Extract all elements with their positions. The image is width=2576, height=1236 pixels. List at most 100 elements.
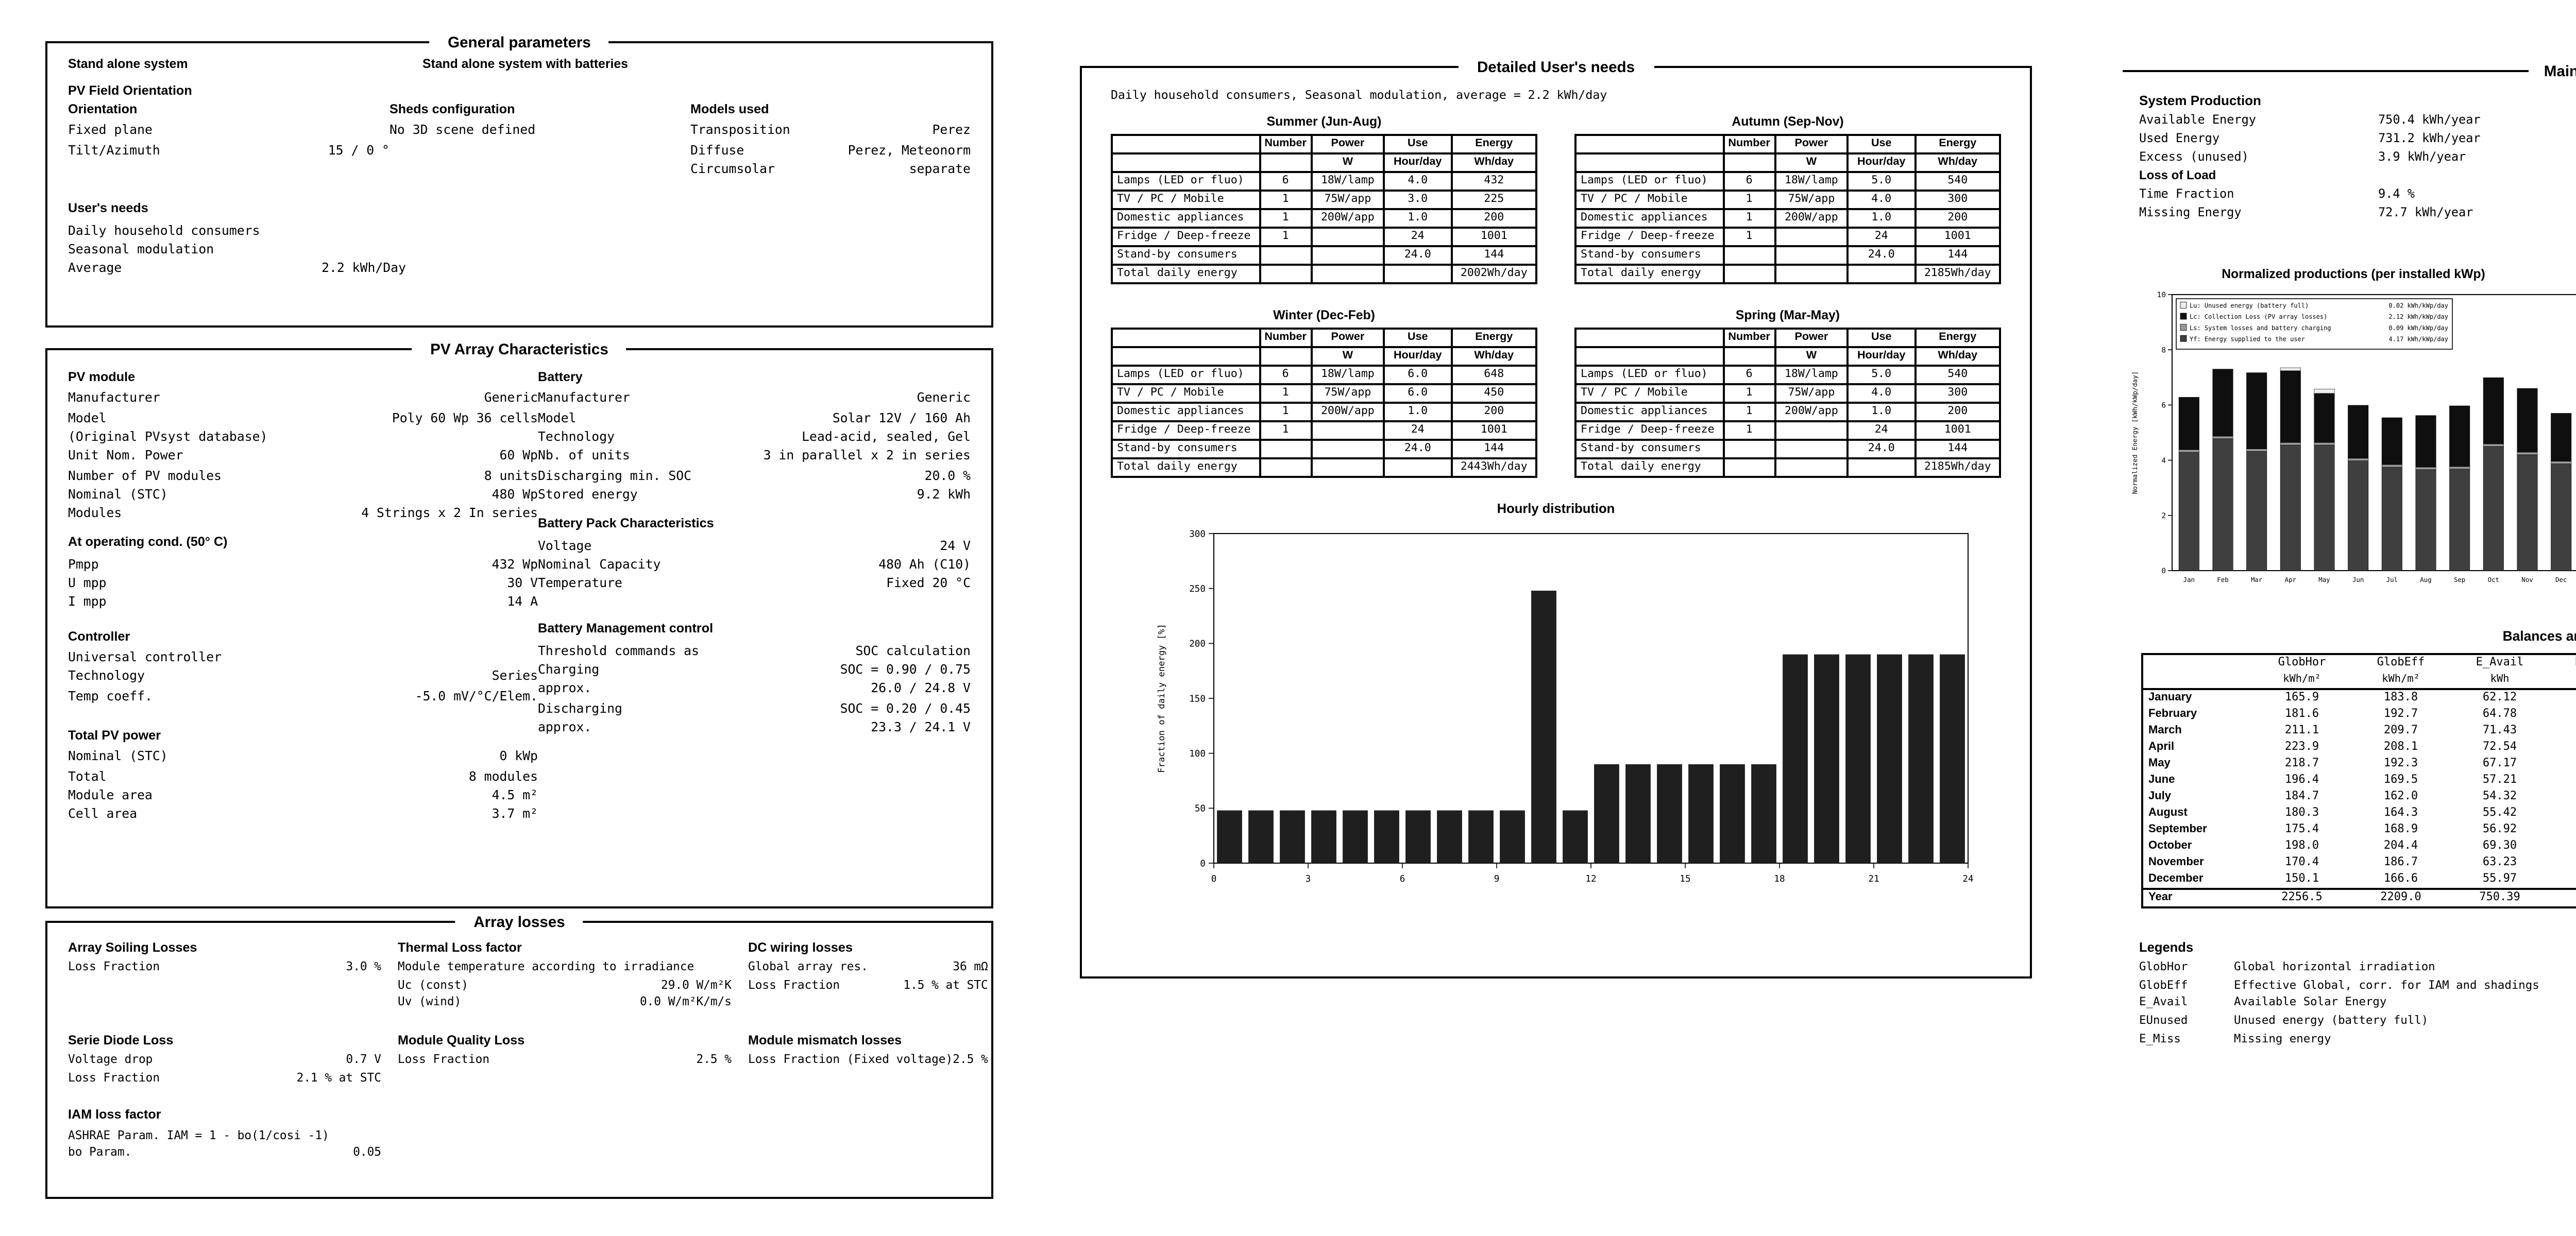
cell: 0.000 <box>2549 822 2576 838</box>
legend-description: Unused energy (battery full) <box>2234 1016 2429 1028</box>
y-tick-label: 300 <box>1189 529 1206 539</box>
row-label: May <box>2148 758 2171 771</box>
block-heading: Battery <box>538 371 583 385</box>
cell: 4.0 <box>1382 171 1453 192</box>
legend-description: Available Solar Energy <box>2234 998 2387 1010</box>
table-row: January165.9183.862.120.00011.9263.8075.… <box>2141 689 2576 707</box>
cell: 648 <box>1450 365 1538 385</box>
table-row: Total daily energy 2185Wh/day <box>1574 264 2002 284</box>
row-label: Stand-by consumers <box>1574 245 1724 266</box>
bar-segment-Ls <box>2483 443 2504 447</box>
cell <box>1846 264 1917 284</box>
panel-title-pv-array: PV Array Characteristics <box>412 340 627 359</box>
hour-bar <box>1217 810 1242 863</box>
field-row: Loss Fraction (Fixed voltage) 2.5 % <box>748 1054 988 1071</box>
month-label: Jan <box>2183 576 2195 583</box>
bar-segment-Ls <box>2517 452 2538 455</box>
field-value: 24 V <box>940 539 971 554</box>
cell: 2256.5 <box>2252 888 2351 908</box>
block-heading: DC wiring losses <box>748 941 853 956</box>
field-value: 3 in parallel x 2 in series <box>763 450 971 465</box>
cell: 1.0 <box>1382 208 1453 229</box>
table-row: June196.4169.557.210.0002.8157.2460.050.… <box>2141 772 2576 789</box>
normalized-productions-chart-container: 0 2 4 6 8 10 Normalized Energy [kWh/kWp/day] Ja… <box>2123 284 2576 606</box>
cell <box>1722 457 1776 478</box>
info-block: At operating cond. (50° C) Pmpp 432 Wp U mp… <box>68 535 538 613</box>
table-row: W Hour/day Wh/day <box>1574 152 2002 173</box>
soiling-losses-block: Array Soiling Losses Loss Fraction 3.0 % <box>68 939 381 1024</box>
table-row: July184.7162.054.320.0006.2955.7762.060.… <box>2141 789 2576 805</box>
table-row: Number Power Use Energy <box>1574 328 2002 348</box>
field-value: Generic <box>917 392 971 407</box>
cell: 450 <box>1450 383 1538 404</box>
panel-detailed-users-needs: Detailed User's needs Daily household co… <box>1080 58 2032 978</box>
y-tick-label: 100 <box>1189 749 1206 759</box>
legend-box <box>2176 298 2453 350</box>
cell: 6 <box>1722 171 1776 192</box>
season-title: Summer (Jun-Aug) <box>1266 115 1382 130</box>
row-label: Lamps (LED or fluo) <box>1111 171 1261 192</box>
row-label: Total daily energy <box>1574 264 1724 284</box>
orientation-column: Orientation Fixed plane Tilt/Azimuth 15 / 0… <box>68 101 389 190</box>
field-row: Stored energy 9.2 kWh <box>538 486 971 505</box>
row-label: August <box>2148 808 2188 820</box>
thermal-loss-block: Thermal Loss factor Module temperature ac… <box>398 939 732 1024</box>
field-value: 60 Wp <box>499 450 538 465</box>
info-block: PV module Manufacturer Generic Model Poly 60… <box>68 369 538 524</box>
cell: 1 <box>1258 402 1313 422</box>
field-label: Technology <box>68 670 145 685</box>
cell: 144 <box>1914 245 2002 266</box>
legend-description: Missing energy <box>2234 1033 2331 1046</box>
y-axis-label: Fraction of daily energy [%] <box>1157 624 1167 773</box>
cell: 208.1 <box>2383 742 2418 754</box>
table-row: Number Power Use Energy <box>1111 134 1538 154</box>
field-label: Global array res. <box>748 963 868 975</box>
row-label <box>1111 134 1261 154</box>
season-table: Number Power Use Energy W Hour/day Wh/day Lamps… <box>1111 134 1538 284</box>
field-label: Transposition <box>690 124 790 139</box>
cell: W <box>1774 346 1849 367</box>
block-heading: Module mismatch losses <box>748 1034 902 1049</box>
legends-block: Legends GlobHor Global horizontal irradia… <box>2139 941 2576 1049</box>
field-row: Seasonal modulation <box>68 241 406 260</box>
bar-segment-Yf <box>2314 445 2335 571</box>
cell: 1001 <box>1914 227 2002 247</box>
table-row: Year2256.52209.0750.393.91672.68731.1680… <box>2141 888 2576 908</box>
field-row: Loss Fraction 1.5 % at STC <box>748 978 988 996</box>
field-label: Uc (const) <box>398 980 468 993</box>
cell: Number <box>1258 328 1313 348</box>
cell <box>1774 420 1849 441</box>
cell: 62.12 <box>2482 692 2517 705</box>
field-row: Uc (const) 29.0 W/m²K <box>398 978 732 996</box>
result-value: 72.7 kWh/year <box>2378 209 2473 221</box>
cell: 164.3 <box>2383 808 2418 820</box>
cell: 1 <box>1722 208 1776 229</box>
result-row: Used Energy 731.2 kWh/year <box>2139 131 2576 149</box>
cell: 56.92 <box>2482 824 2517 837</box>
field-value: 9.2 kWh <box>917 488 971 503</box>
row-label <box>1574 328 1724 348</box>
row-label: Fridge / Deep-freeze <box>1574 227 1724 247</box>
table-row: Total daily energy 2443Wh/day <box>1111 457 1538 478</box>
table-row: W Hour/day Wh/day <box>1574 346 2002 367</box>
field-row: Technology Series <box>68 668 538 688</box>
field-row: Module area 4.5 m² <box>68 787 538 806</box>
table-row: Number Power Use Energy <box>1574 134 2002 154</box>
bar-segment-Ls <box>2551 461 2572 465</box>
bar-segment-Lc <box>2314 393 2335 443</box>
cell: 1 <box>1722 227 1776 247</box>
cell: W <box>1310 152 1385 173</box>
hourly-distribution-chart: 0 50 100 150 200 250 300 0 3 6 9 12 15 18 21 24 Fraction… <box>1157 529 1974 884</box>
info-block: Serie Diode Loss Voltage drop 0.7 V Loss Fr… <box>68 1032 381 1089</box>
cell: 192.3 <box>2383 758 2418 771</box>
bar-segment-Ls <box>2246 449 2267 452</box>
bar-segment-Yf <box>2415 469 2436 571</box>
hour-bar <box>1908 654 1934 863</box>
row-label <box>1111 346 1261 367</box>
field-label: approx. <box>538 682 592 697</box>
bar-segment-Ls <box>2280 442 2301 445</box>
field-label: U mpp <box>68 577 107 592</box>
cell: 72.54 <box>2482 742 2517 754</box>
field-row: Pmpp 432 Wp <box>68 556 538 575</box>
bar-segment-Ls <box>2381 465 2402 468</box>
